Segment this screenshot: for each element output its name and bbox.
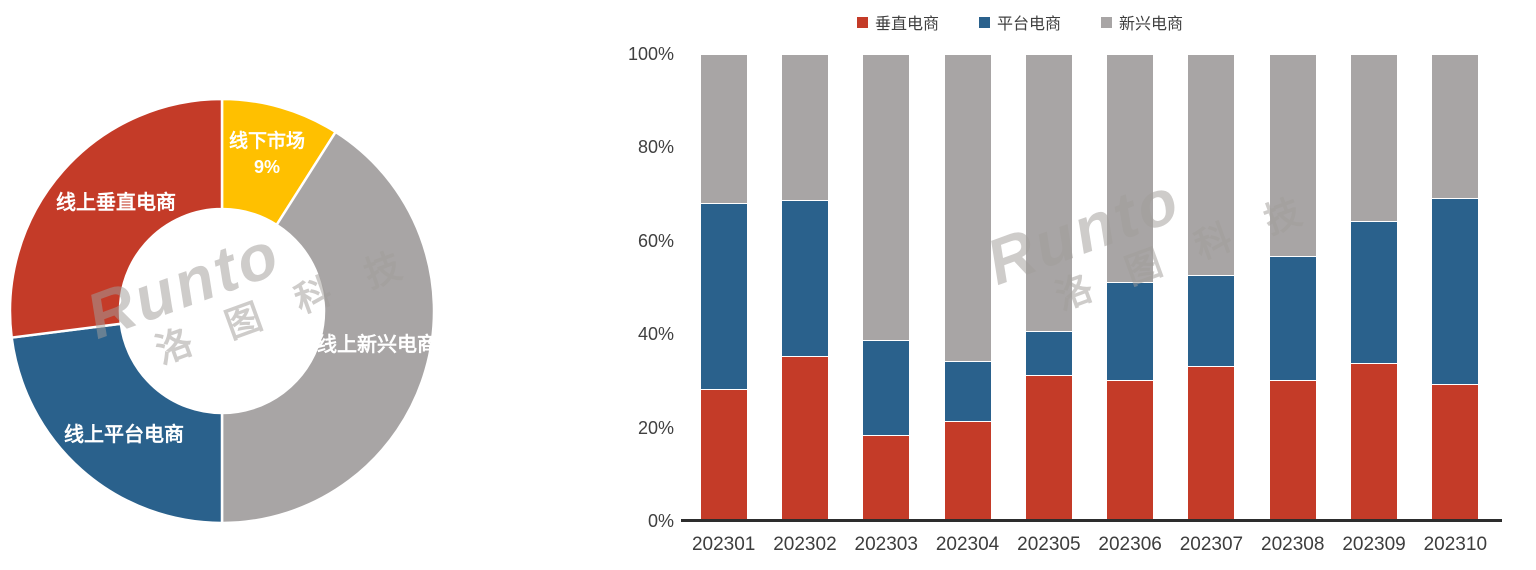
bar-segment-emerging-202303 <box>863 54 910 340</box>
legend-item-vertical: 垂直电商 <box>856 10 939 34</box>
legend: 垂直电商 平台电商 新兴电商 <box>620 10 1420 34</box>
x-axis-labels: 202301 202302 202303 202304 202305 202306 2023… <box>683 534 1496 556</box>
bar-segment-platform-202309 <box>1351 221 1398 364</box>
pie-label-online-platform: 线上平台电商 <box>64 424 184 446</box>
legend-item-emerging: 新兴电商 <box>1101 10 1183 34</box>
pie-label-online-emerging: 线上新兴电商 <box>317 334 437 356</box>
bar-segment-platform-202304 <box>944 360 991 422</box>
pie-label-online-vertical: 线上垂直电商 <box>56 192 176 214</box>
bar-segment-platform-202301 <box>700 202 747 389</box>
x-axis-tick-label: 202308 <box>1261 534 1325 555</box>
x-axis-tick-label: 202310 <box>1423 534 1488 555</box>
bar-segment-emerging-202310 <box>1432 54 1479 199</box>
y-axis-tick-label: 40% <box>637 324 674 345</box>
bar-202309 <box>1333 54 1414 519</box>
donut-segment-online-vertical <box>8 97 224 339</box>
bar-segment-emerging-202308 <box>1269 54 1316 257</box>
legend-label-vertical: 垂直电商 <box>874 16 939 33</box>
x-axis-line <box>681 519 1502 522</box>
legend-label-platform: 平台电商 <box>996 16 1061 33</box>
y-axis-tick-label: 80% <box>637 137 674 158</box>
bar-segment-emerging-202301 <box>700 54 747 203</box>
x-axis-tick-label: 202307 <box>1179 534 1244 555</box>
bar-segment-emerging-202305 <box>1025 54 1072 331</box>
y-axis-tick-label: 100% <box>627 44 674 64</box>
x-axis-tick-label: 202301 <box>691 534 756 555</box>
bar-202301 <box>683 54 764 519</box>
x-axis-tick-label: 202304 <box>935 534 1000 555</box>
bar-segment-vertical-202304 <box>944 421 991 519</box>
bar-segment-emerging-202304 <box>944 54 991 361</box>
bar-segment-emerging-202302 <box>781 54 828 201</box>
pie-label-offline-percent: 9% <box>253 157 280 177</box>
x-axis-tick-label: 202306 <box>1098 534 1162 555</box>
bar-segment-emerging-202309 <box>1351 54 1398 222</box>
bar-segment-emerging-202307 <box>1188 54 1235 275</box>
legend-swatch-platform <box>978 16 990 28</box>
x-axis-tick-label: 202302 <box>773 534 837 555</box>
bar-segment-platform-202307 <box>1188 274 1235 366</box>
donut-svg <box>8 97 436 525</box>
market-share-donut-chart: 线下市场 9% 线上垂直电商 线上平台电商 线上新兴电商 Runto 洛 图 科… <box>0 0 520 570</box>
legend-item-platform: 平台电商 <box>978 10 1061 34</box>
bar-202303 <box>846 54 927 519</box>
plot-area <box>683 54 1496 519</box>
bar-segment-platform-202310 <box>1432 198 1479 385</box>
bar-segment-platform-202305 <box>1025 330 1072 375</box>
bar-segment-vertical-202307 <box>1188 365 1235 519</box>
legend-swatch-vertical <box>856 16 868 28</box>
y-axis-tick-label: 20% <box>637 417 674 438</box>
bar-202308 <box>1252 54 1333 519</box>
legend-swatch-emerging <box>1101 16 1112 28</box>
bar-segment-platform-202302 <box>781 200 828 357</box>
bar-segment-vertical-202309 <box>1351 363 1398 519</box>
monthly-stacked-bar-chart: 垂直电商 平台电商 新兴电商 0% 20% 40% 60% 80% 100% 202301 20… <box>540 0 1536 570</box>
x-axis-tick-label: 202305 <box>1017 534 1081 555</box>
donut-segment-online-emerging <box>220 130 436 525</box>
y-axis-tick-label: 0% <box>647 511 674 531</box>
bar-202310 <box>1415 54 1496 519</box>
y-axis-tick-label: 60% <box>637 230 674 251</box>
bar-202306 <box>1089 54 1170 519</box>
bar-202307 <box>1171 54 1252 519</box>
bar-segment-vertical-202301 <box>700 388 747 519</box>
bar-segment-platform-202306 <box>1107 281 1154 380</box>
legend-label-emerging: 新兴电商 <box>1119 16 1184 33</box>
bar-202302 <box>764 54 845 519</box>
donut-segment-online-platform <box>10 322 224 525</box>
bar-segment-vertical-202302 <box>781 356 828 519</box>
bar-segment-vertical-202308 <box>1269 379 1316 519</box>
x-axis-tick-label: 202309 <box>1342 534 1406 555</box>
bar-segment-vertical-202305 <box>1025 374 1072 519</box>
bar-segment-platform-202308 <box>1269 256 1316 380</box>
bar-segment-vertical-202303 <box>863 435 910 519</box>
bar-202305 <box>1008 54 1089 519</box>
pie-label-offline-market: 线下市场 9% <box>197 130 337 179</box>
bar-segment-platform-202303 <box>863 340 910 436</box>
bar-segment-emerging-202306 <box>1107 54 1154 282</box>
bar-segment-vertical-202306 <box>1107 379 1154 519</box>
x-axis-tick-label: 202303 <box>854 534 918 555</box>
pie-label-offline-text: 线下市场 <box>228 131 305 152</box>
bar-segment-vertical-202310 <box>1432 384 1479 519</box>
bar-202304 <box>927 54 1008 519</box>
